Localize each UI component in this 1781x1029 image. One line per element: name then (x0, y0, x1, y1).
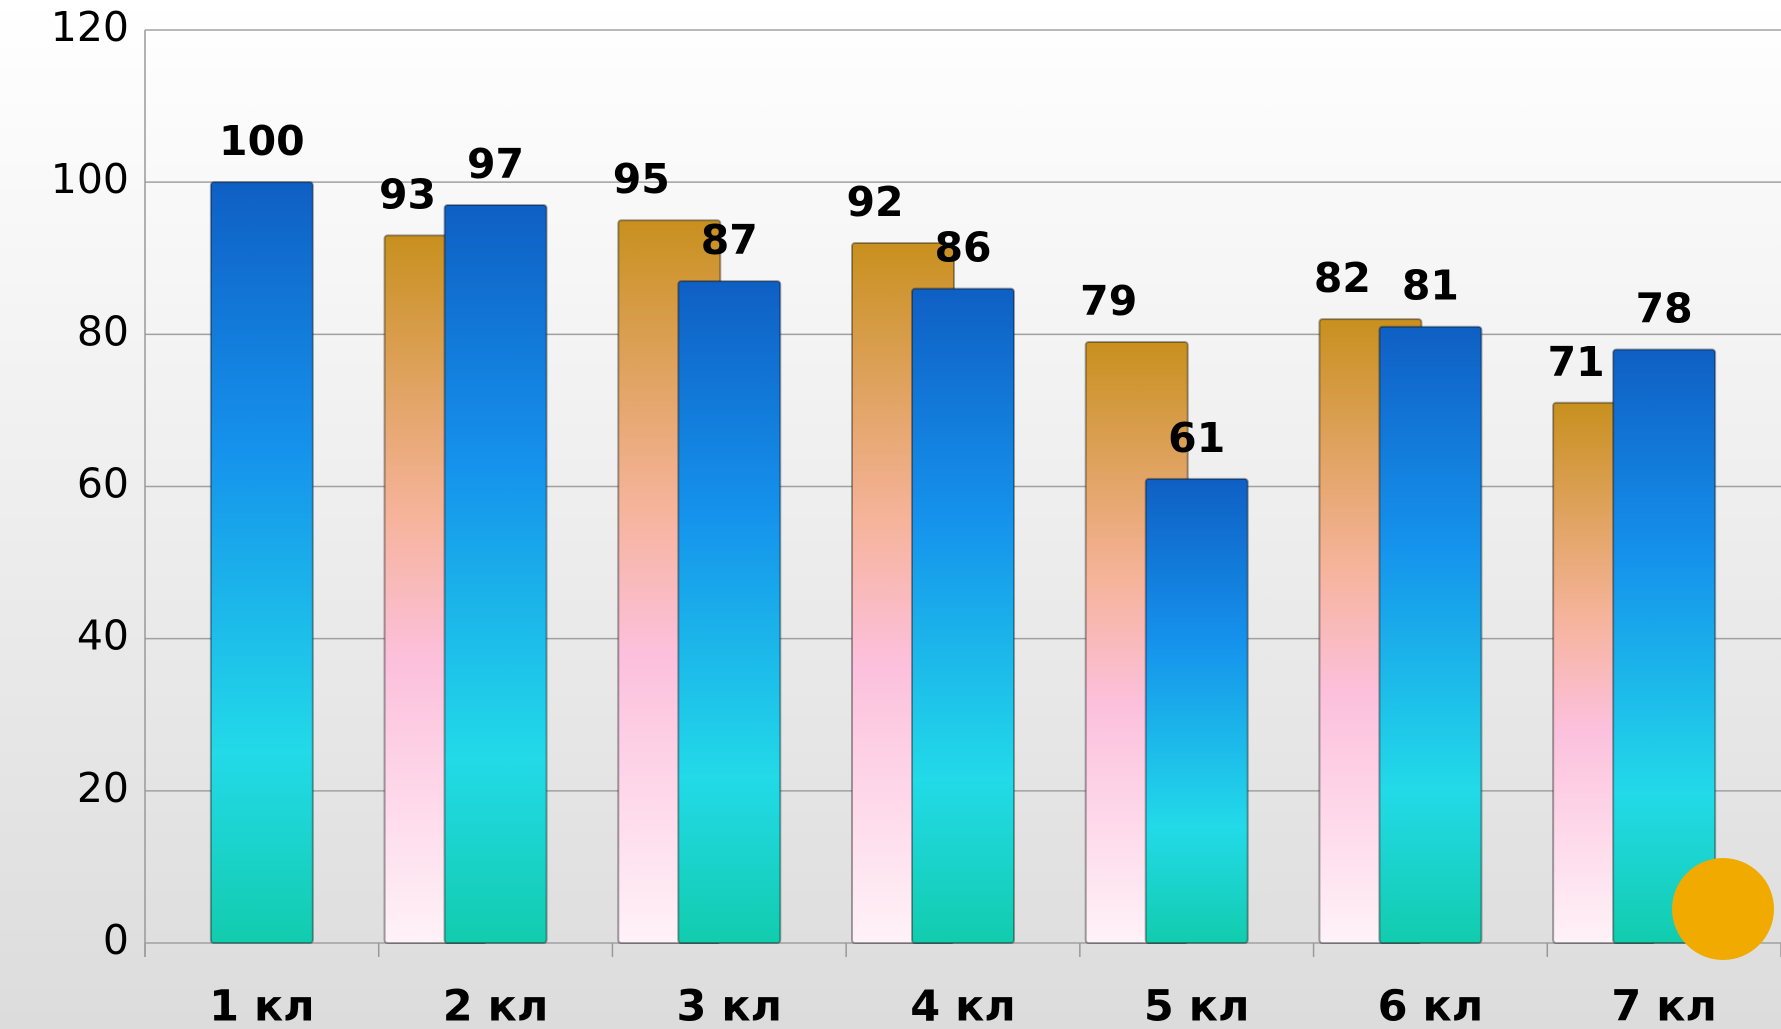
bar (677, 280, 782, 944)
y-tick-label: 40 (77, 612, 129, 660)
y-tick-label: 120 (51, 3, 129, 51)
data-label: 86 (934, 224, 991, 272)
data-label: 78 (1636, 285, 1693, 333)
y-tick-label: 0 (103, 916, 129, 964)
y-tick-label: 20 (77, 764, 129, 812)
y-tick-label: 60 (77, 460, 129, 508)
y-tick-label: 100 (51, 155, 129, 203)
bar (1144, 477, 1249, 944)
x-tick-label: 7 кл (1611, 982, 1717, 1029)
data-label: 82 (1314, 254, 1371, 302)
data-label: 92 (846, 178, 903, 226)
data-label: 79 (1080, 277, 1137, 325)
x-tick-label: 4 кл (910, 982, 1016, 1029)
y-tick-label: 80 (77, 307, 129, 355)
bar (209, 181, 314, 944)
bar (1378, 325, 1483, 945)
data-label: 61 (1168, 414, 1225, 462)
decoration (1672, 858, 1774, 960)
bar (1612, 348, 1717, 944)
x-tick-label: 6 кл (1378, 982, 1484, 1029)
bar (911, 287, 1015, 944)
x-tick-label: 5 кл (1144, 982, 1250, 1029)
data-label: 93 (379, 170, 436, 218)
data-label: 81 (1402, 262, 1459, 310)
data-label: 100 (219, 117, 305, 165)
data-label: 87 (701, 216, 758, 264)
x-tick-label: 3 кл (676, 982, 782, 1029)
plot: 0 20 40 60 80 100 120 1 кл 2 кл 3 кл 4 кл 5 кл 6 кл 7… (51, 3, 1781, 1029)
x-tick-label: 2 кл (443, 982, 549, 1029)
data-label: 71 (1548, 338, 1605, 386)
x-tick-label: 1 кл (209, 982, 315, 1029)
bar (443, 203, 548, 945)
data-label: 95 (613, 155, 670, 203)
data-label: 97 (467, 140, 524, 188)
